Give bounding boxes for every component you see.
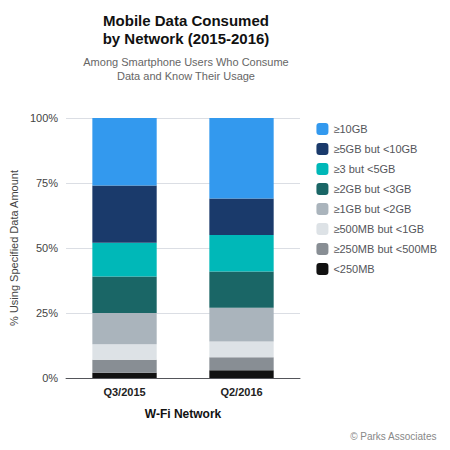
svg-text:W-Fi Network: W-Fi Network (145, 407, 222, 421)
svg-text:50%: 50% (36, 242, 58, 254)
svg-text:100%: 100% (30, 112, 58, 124)
svg-text:≥500MB but <1GB: ≥500MB but <1GB (333, 223, 424, 235)
svg-text:≥5GB but <10GB: ≥5GB but <10GB (333, 143, 417, 155)
svg-text:<250MB: <250MB (333, 263, 374, 275)
svg-text:≥3 but <5GB: ≥3 but <5GB (333, 163, 395, 175)
svg-text:Mobile Data Consumed: Mobile Data Consumed (103, 12, 269, 29)
svg-text:≥250MB but <500MB: ≥250MB but <500MB (333, 243, 437, 255)
svg-text:© Parks Associates: © Parks Associates (350, 431, 436, 442)
svg-text:by Network (2015-2016): by Network (2015-2016) (103, 30, 270, 47)
svg-text:Q2/2016: Q2/2016 (220, 386, 262, 398)
svg-text:Data and Know Their Usage: Data and Know Their Usage (117, 70, 255, 82)
svg-text:≥10GB: ≥10GB (333, 123, 367, 135)
svg-text:Among Smartphone Users Who Con: Among Smartphone Users Who Consume (83, 56, 288, 68)
svg-text:% Using Specified Data Amount: % Using Specified Data Amount (8, 170, 20, 326)
svg-text:Q3/2015: Q3/2015 (103, 386, 145, 398)
svg-text:≥1GB but <2GB: ≥1GB but <2GB (333, 203, 411, 215)
svg-text:≥2GB but <3GB: ≥2GB but <3GB (333, 183, 411, 195)
svg-text:75%: 75% (36, 177, 58, 189)
svg-text:25%: 25% (36, 307, 58, 319)
svg-text:0%: 0% (42, 372, 58, 384)
